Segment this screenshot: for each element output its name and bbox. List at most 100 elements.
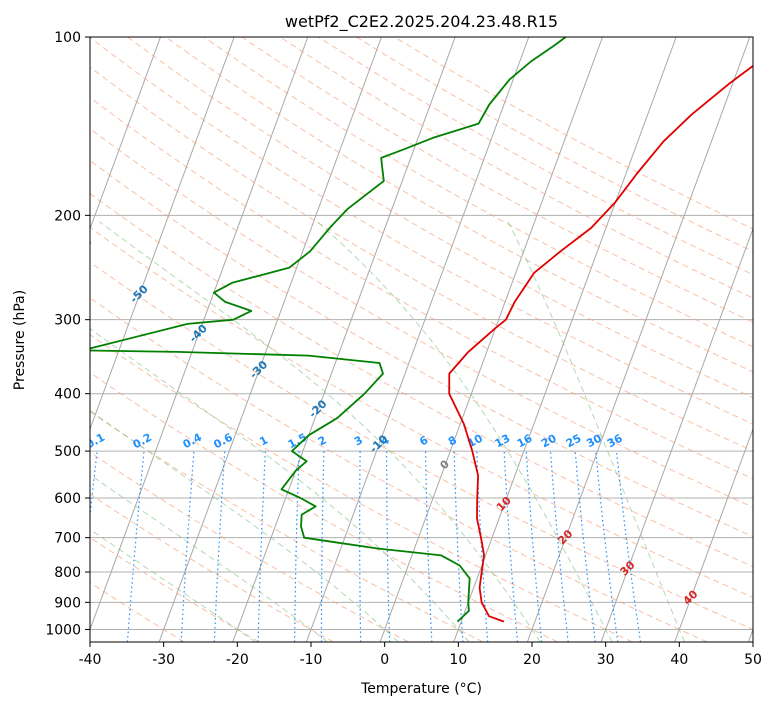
mixing-ratio-line <box>180 451 195 642</box>
y-tick-label: 300 <box>54 313 81 329</box>
moist-adiabat-line <box>90 474 328 642</box>
plot-frame <box>89 36 754 643</box>
dry-adiabat-line <box>90 536 260 642</box>
mixing-ratio-line <box>476 451 489 642</box>
y-tick-label: 700 <box>54 531 81 547</box>
mixing-ratio-line <box>294 451 300 642</box>
y-tick-label: 200 <box>54 208 81 224</box>
y-tick-label: 600 <box>54 491 81 507</box>
mixing-ratio-line <box>574 451 596 642</box>
mixing-ratio-line <box>257 451 266 642</box>
mixing-ratio-label: 1 <box>257 433 270 448</box>
dry-adiabat-line <box>90 333 633 642</box>
mixing-ratio-line <box>503 451 519 642</box>
mixing-ratio-label: 2 <box>316 433 329 448</box>
dry-adiabat-line <box>317 37 753 276</box>
dry-adiabat-line <box>90 37 753 425</box>
x-tick-label: -10 <box>300 652 323 668</box>
dry-adiabat-line <box>90 297 708 642</box>
isotherm-label: 20 <box>555 527 575 547</box>
mixing-ratio-line <box>453 451 464 642</box>
mixing-ratio-label: 0.4 <box>181 431 205 452</box>
x-tick-label: 0 <box>380 652 389 668</box>
dry-adiabat-line <box>90 261 753 630</box>
dewpoint-profile-line <box>90 37 567 623</box>
mixing-ratio-label: 0.2 <box>131 431 154 452</box>
isotherm-label: -70 <box>16 186 39 209</box>
dry-adiabat-line <box>127 37 753 399</box>
chart-title: wetPf2_C2E2.2025.204.23.48.R15 <box>285 12 558 32</box>
dry-adiabat-line <box>90 371 558 642</box>
dry-adiabat-line <box>90 160 753 538</box>
y-tick-label: 900 <box>54 595 81 611</box>
dry-adiabat-line <box>279 37 753 299</box>
x-tick-label: 30 <box>597 652 615 668</box>
dry-adiabat-line <box>90 66 753 452</box>
isotherm-line <box>453 37 677 642</box>
mixing-ratio-line <box>425 451 433 642</box>
isotherm-line <box>90 37 161 231</box>
y-tick-label: 500 <box>54 444 81 460</box>
mixing-ratio-label: 3 <box>352 433 365 448</box>
mixing-ratio-label: 25 <box>564 432 584 451</box>
isotherm-line <box>526 37 751 642</box>
x-tick-label: 20 <box>523 652 541 668</box>
mixing-ratio-label: 0.1 <box>84 431 107 452</box>
isotherm-line <box>158 37 382 642</box>
mixing-ratio-label: 0.6 <box>211 431 235 452</box>
x-tick-label: 50 <box>744 652 762 668</box>
mixing-ratio-line <box>359 451 362 642</box>
dry-adiabat-line <box>90 411 484 642</box>
isotherm-label: -20 <box>306 397 329 420</box>
dry-adiabat-line <box>241 37 753 323</box>
mixing-ratio-label: 20 <box>539 432 559 451</box>
x-tick-label: 40 <box>670 652 688 668</box>
dry-adiabat-line <box>90 493 334 642</box>
x-tick-label: -40 <box>79 652 102 668</box>
isotherm-label: 10 <box>494 494 514 514</box>
moist-adiabat-line <box>507 221 685 642</box>
y-axis-title: Pressure (hPa) <box>12 290 28 390</box>
isotherm-label: -40 <box>187 322 210 345</box>
dry-adiabat-line <box>90 192 753 568</box>
x-tick-label: -20 <box>226 652 249 668</box>
isotherm-line <box>90 37 309 631</box>
isotherm-line <box>305 37 530 642</box>
dry-adiabat-line <box>90 226 753 599</box>
x-tick-label: 10 <box>449 652 467 668</box>
mixing-ratio-line <box>549 451 569 642</box>
mixing-ratio-line <box>615 451 642 642</box>
isotherm-label: -30 <box>247 358 270 381</box>
dry-adiabat-line <box>203 37 753 348</box>
moist-adiabat-line <box>90 528 256 642</box>
y-tick-label: 100 <box>54 30 81 46</box>
mixing-ratio-line <box>126 451 145 642</box>
mixing-ratio-line <box>525 451 543 642</box>
isotherm-line <box>747 628 753 642</box>
mixing-ratio-line <box>595 451 619 642</box>
y-tick-label: 800 <box>54 565 81 581</box>
mixing-ratio-label: 16 <box>515 432 535 451</box>
mixing-ratio-line <box>320 451 325 642</box>
moist-adiabat-line <box>99 221 541 642</box>
y-tick-label: 400 <box>54 387 81 403</box>
mixing-ratio-label: 13 <box>493 432 513 451</box>
isotherm-line <box>232 37 456 642</box>
y-tick-label: 1000 <box>45 622 81 638</box>
temperature-profile-line <box>448 64 753 623</box>
mixing-ratio-line <box>213 451 226 642</box>
isotherm-line <box>674 427 753 642</box>
mixing-ratio-label: 30 <box>584 432 604 451</box>
isotherm-line <box>600 227 753 642</box>
moist-adiabat-line <box>90 409 399 642</box>
isotherm-line <box>379 37 603 642</box>
isotherm-label: -60 <box>71 235 94 258</box>
mixing-ratio-line <box>386 451 391 642</box>
mixing-ratio-label: 1.5 <box>286 431 309 452</box>
mixing-ratio-label: 6 <box>417 433 430 448</box>
isotherm-label: 0 <box>437 457 452 472</box>
mixing-ratio-label: 8 <box>446 433 459 448</box>
moist-adiabat-line <box>316 221 613 642</box>
mixing-ratio-label: 36 <box>605 432 625 451</box>
